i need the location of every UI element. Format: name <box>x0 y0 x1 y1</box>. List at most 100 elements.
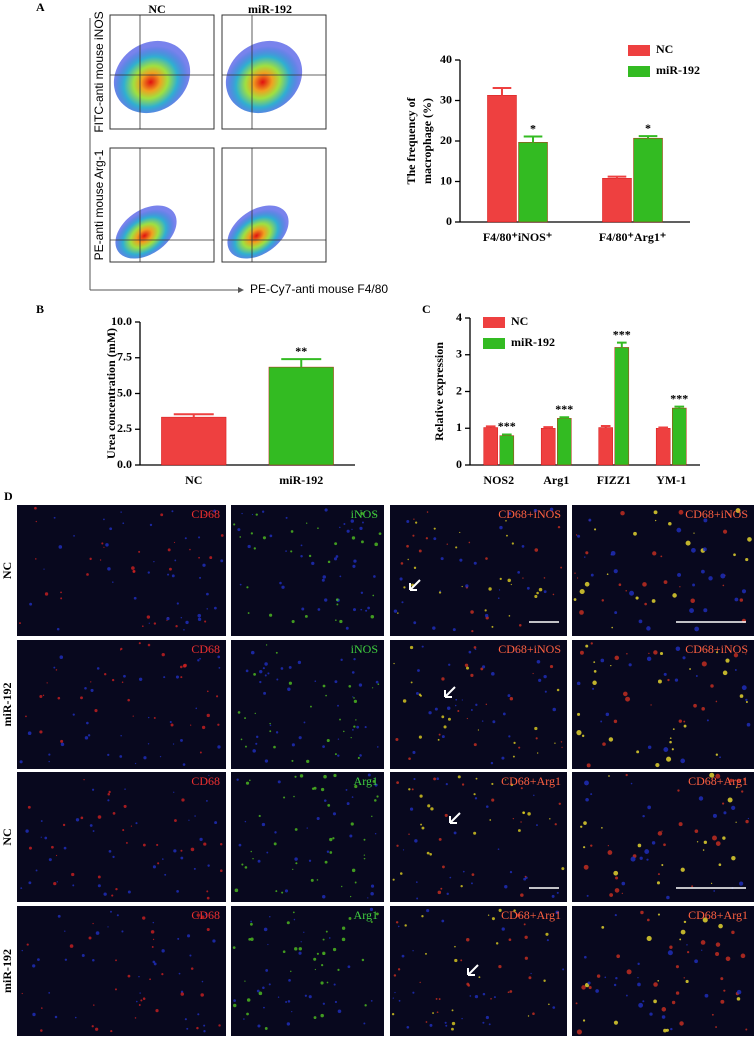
speckle <box>153 716 156 719</box>
speckle <box>734 669 737 671</box>
speckle <box>161 949 165 953</box>
error-bar <box>492 86 512 96</box>
speckle <box>180 738 183 742</box>
speckle <box>401 954 405 958</box>
speckle <box>174 819 177 822</box>
speckle <box>586 894 589 897</box>
speckle <box>286 921 290 925</box>
speckle <box>614 888 620 893</box>
speckle <box>149 978 151 981</box>
speckle <box>498 589 501 591</box>
speckle <box>630 856 636 862</box>
speckle <box>513 741 516 744</box>
speckle <box>438 591 442 594</box>
speckle <box>314 680 317 683</box>
speckle <box>667 678 670 682</box>
speckle <box>233 1003 237 1008</box>
speckle <box>454 945 456 948</box>
speckle <box>198 556 200 559</box>
speckle <box>660 555 663 558</box>
speckle <box>630 782 633 785</box>
speckle <box>44 592 49 596</box>
speckle <box>608 775 610 777</box>
speckle <box>197 659 200 662</box>
speckle <box>372 779 376 783</box>
speckle <box>580 825 583 828</box>
speckle <box>501 927 505 931</box>
speckle <box>457 775 461 779</box>
speckle <box>468 541 471 544</box>
speckle <box>354 881 357 884</box>
speckle <box>678 719 683 723</box>
speckle <box>182 664 187 668</box>
speckle <box>363 854 366 856</box>
speckle <box>207 864 210 867</box>
speckle <box>205 913 208 916</box>
speckle <box>86 721 89 725</box>
speckle <box>371 815 373 818</box>
speckle <box>214 821 218 825</box>
speckle <box>337 754 340 757</box>
speckle <box>470 673 474 677</box>
micrograph <box>231 640 384 769</box>
speckle <box>576 730 582 736</box>
speckle <box>508 615 511 617</box>
speckle <box>360 512 364 516</box>
speckle <box>560 741 563 743</box>
speckle <box>245 669 249 673</box>
flow-density <box>227 205 289 259</box>
speckle <box>703 840 708 844</box>
speckle <box>478 976 481 979</box>
speckle <box>731 805 736 810</box>
speckle <box>40 820 43 823</box>
speckle <box>690 598 695 604</box>
speckle <box>353 559 357 563</box>
speckle <box>675 991 680 995</box>
speckle <box>262 986 265 990</box>
speckle <box>29 602 33 606</box>
speckle <box>27 805 31 809</box>
speckle <box>657 979 660 982</box>
speckle <box>220 869 223 873</box>
speckle <box>614 611 618 614</box>
x-tick-label: F4/80⁺iNOS⁺ <box>483 230 552 244</box>
speckle <box>586 763 591 768</box>
error-bar <box>616 341 627 348</box>
speckle <box>722 836 726 840</box>
speckle <box>674 678 679 682</box>
speckle <box>637 843 642 848</box>
speckle <box>638 619 643 624</box>
speckle <box>176 602 179 605</box>
speckle <box>173 791 175 793</box>
tile-label: CD68+iNOS <box>498 642 561 656</box>
speckle <box>35 869 38 872</box>
speckle <box>710 684 714 688</box>
tile-label: CD68+iNOS <box>685 642 748 656</box>
speckle <box>420 823 423 826</box>
speckle <box>351 868 356 873</box>
speckle <box>552 707 557 712</box>
speckle <box>677 789 680 792</box>
speckle <box>663 747 669 752</box>
speckle <box>97 875 101 879</box>
speckle <box>391 1012 395 1016</box>
speckle <box>375 912 379 916</box>
speckle <box>590 793 593 796</box>
speckle <box>698 796 704 801</box>
speckle <box>474 797 478 800</box>
speckle <box>84 736 89 740</box>
speckle <box>264 1027 268 1030</box>
speckle <box>715 951 720 956</box>
speckle <box>21 992 23 995</box>
y-tick-label: 10.0 <box>111 314 132 328</box>
speckle <box>657 831 663 836</box>
speckle <box>255 735 259 739</box>
tile-label: CD68+iNOS <box>498 507 561 521</box>
speckle <box>462 870 465 873</box>
speckle <box>310 705 312 708</box>
speckle <box>208 774 210 777</box>
speckle <box>517 571 520 574</box>
speckle <box>255 513 258 516</box>
speckle <box>509 696 514 701</box>
speckle <box>322 938 325 941</box>
